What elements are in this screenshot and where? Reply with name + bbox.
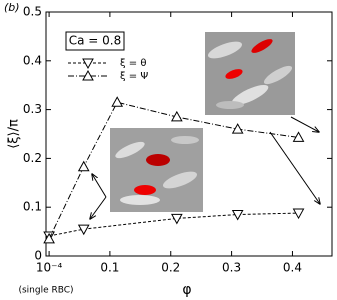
marker [170,110,183,122]
y-tick-label: 0.5 [23,5,42,19]
x-tick-label: 10⁻⁴ [36,261,63,275]
inset-image [110,128,203,212]
marker [231,210,244,221]
x-tick-label: 0.3 [222,261,241,275]
legend-label: ξ = Ψ [120,71,148,82]
marker [77,224,90,236]
marker [77,160,90,172]
marker [231,123,244,134]
x-note: (single RBC) [18,286,73,296]
x-tick-label: 0.1 [100,261,119,275]
y-axis-label: ⟨ξ⟩/π [7,119,22,149]
y-tick-label: 0.4 [23,53,42,67]
marker [292,131,305,142]
annotation-box [65,31,125,51]
y-tick-label: 0 [34,249,42,263]
marker [43,232,55,244]
marker [111,96,124,107]
plot-area [43,11,333,257]
y-tick-label: 0.1 [23,200,42,214]
legend-label: ξ = θ [120,58,146,69]
y-tick-label: 0.3 [23,102,42,116]
x-tick-label: 0.2 [161,261,180,275]
inset-image [205,32,295,115]
arrows [90,116,320,219]
legend-marker [82,69,94,81]
series-line [48,101,299,240]
axes-frame [45,11,333,257]
annotation: Ca = 0.8 [69,34,122,48]
x-tick-label: 0.4 [283,261,302,275]
marker [292,208,305,220]
legend-marker [82,58,94,70]
marker [170,213,183,225]
panel-label: (b) [4,1,20,14]
x-axis-label: φ [182,282,191,298]
series-line [49,212,299,237]
y-tick-label: 0.2 [23,151,42,165]
